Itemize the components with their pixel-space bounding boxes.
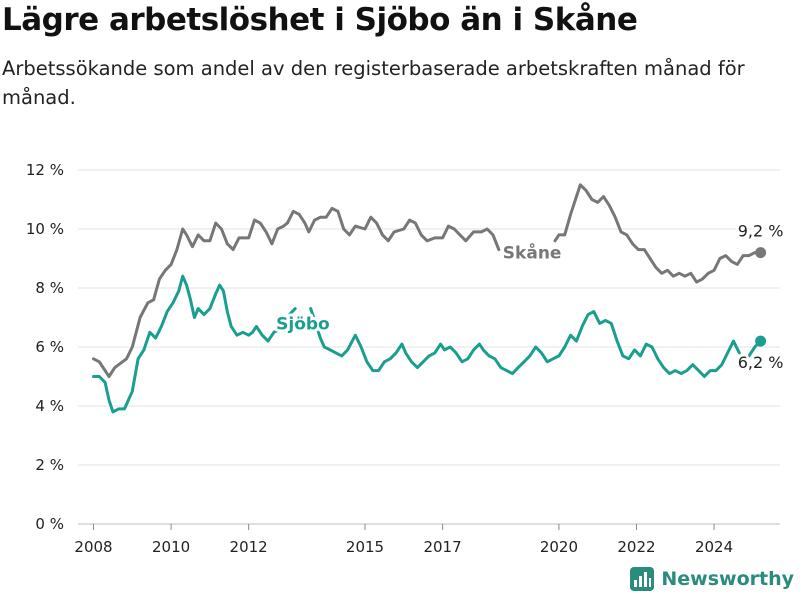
y-tick-label: 10 % (26, 220, 64, 238)
series-labels: Skåne Sjöbo 9,2 % 6,2 % (273, 219, 786, 375)
y-tick-label: 2 % (35, 456, 64, 474)
bar-chart-logo-icon (630, 567, 655, 591)
end-value-label-skane: 9,2 % (738, 222, 784, 241)
x-tick-label: 2020 (540, 538, 578, 556)
chart-subtitle: Arbetssökande som andel av den registerb… (2, 57, 745, 109)
end-point-sj-bo (755, 335, 767, 347)
y-tick-label: 8 % (35, 279, 64, 297)
series-label-sjobo: Sjöbo (276, 314, 330, 334)
x-tick-label: 2022 (617, 538, 655, 556)
series-line-sk-ne (92, 206, 501, 378)
x-tick-label: 2024 (695, 538, 733, 556)
series-lines (92, 183, 767, 414)
end-value-label-sjobo: 6,2 % (738, 353, 784, 372)
x-tick-label: 2010 (152, 538, 190, 556)
end-point-sk-ne (755, 247, 767, 259)
series-label-skane: Skåne (503, 242, 562, 264)
chart-title: Lägre arbetslöshet i Sjöbo än i Skåne (2, 2, 638, 38)
y-tick-label: 6 % (35, 338, 64, 356)
x-axis: 2008 2010 2012 2015 2017 2020 2022 2024 (74, 524, 733, 556)
x-tick-label: 2015 (346, 538, 384, 556)
x-tick-label: 2008 (74, 538, 112, 556)
y-tick-label: 4 % (35, 397, 64, 415)
y-tick-label: 12 % (26, 161, 64, 179)
x-tick-label: 2012 (230, 538, 268, 556)
y-axis: 0 % 2 % 4 % 6 % 8 % 10 % 12 % (26, 161, 64, 533)
series-line-sj-bo (92, 274, 297, 414)
newsworthy-logo[interactable]: Newsworthy (629, 566, 794, 592)
gridlines (78, 169, 780, 525)
series-line-sj-bo (309, 307, 741, 378)
y-tick-label: 0 % (35, 515, 64, 533)
brand-name: Newsworthy (661, 568, 794, 590)
series-line-sk-ne (553, 183, 763, 284)
x-tick-label: 2017 (423, 538, 461, 556)
